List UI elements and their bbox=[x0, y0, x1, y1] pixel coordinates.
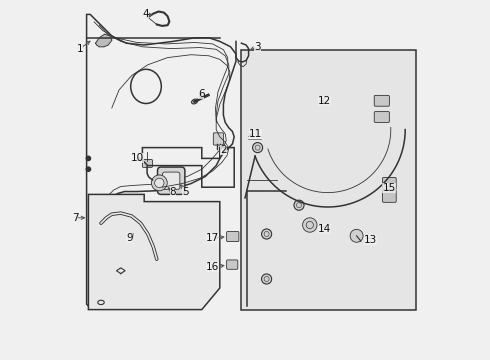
Circle shape bbox=[262, 229, 271, 239]
FancyBboxPatch shape bbox=[227, 231, 239, 242]
FancyBboxPatch shape bbox=[245, 129, 265, 145]
Text: 13: 13 bbox=[364, 235, 377, 246]
FancyBboxPatch shape bbox=[213, 133, 223, 145]
FancyBboxPatch shape bbox=[374, 112, 390, 122]
Text: 9: 9 bbox=[126, 233, 133, 243]
Text: 5: 5 bbox=[182, 186, 189, 197]
Circle shape bbox=[350, 229, 363, 242]
FancyBboxPatch shape bbox=[227, 260, 238, 269]
Text: 2: 2 bbox=[220, 145, 227, 156]
Circle shape bbox=[155, 178, 164, 188]
Circle shape bbox=[303, 218, 317, 232]
Text: 12: 12 bbox=[318, 96, 331, 106]
FancyBboxPatch shape bbox=[157, 167, 185, 194]
Text: 11: 11 bbox=[249, 129, 263, 139]
Text: 10: 10 bbox=[130, 153, 144, 163]
Circle shape bbox=[252, 143, 263, 153]
Text: 7: 7 bbox=[72, 213, 78, 223]
Circle shape bbox=[262, 274, 271, 284]
FancyBboxPatch shape bbox=[383, 177, 396, 190]
Ellipse shape bbox=[192, 99, 197, 104]
Text: 15: 15 bbox=[382, 183, 395, 193]
Text: 4: 4 bbox=[143, 9, 149, 19]
Text: 3: 3 bbox=[254, 42, 261, 52]
Text: 17: 17 bbox=[206, 233, 219, 243]
Circle shape bbox=[86, 167, 91, 171]
Circle shape bbox=[86, 156, 91, 161]
Text: 14: 14 bbox=[318, 224, 331, 234]
Text: 6: 6 bbox=[198, 89, 204, 99]
Text: 8: 8 bbox=[170, 186, 176, 197]
FancyBboxPatch shape bbox=[374, 95, 390, 106]
Polygon shape bbox=[96, 34, 112, 47]
FancyBboxPatch shape bbox=[163, 172, 180, 189]
Bar bbox=[242, 50, 416, 310]
Text: 1: 1 bbox=[77, 44, 83, 54]
Polygon shape bbox=[88, 194, 220, 310]
Circle shape bbox=[294, 200, 304, 210]
FancyBboxPatch shape bbox=[143, 159, 152, 167]
Text: 16: 16 bbox=[206, 262, 219, 272]
FancyBboxPatch shape bbox=[383, 190, 396, 202]
Circle shape bbox=[151, 175, 167, 191]
